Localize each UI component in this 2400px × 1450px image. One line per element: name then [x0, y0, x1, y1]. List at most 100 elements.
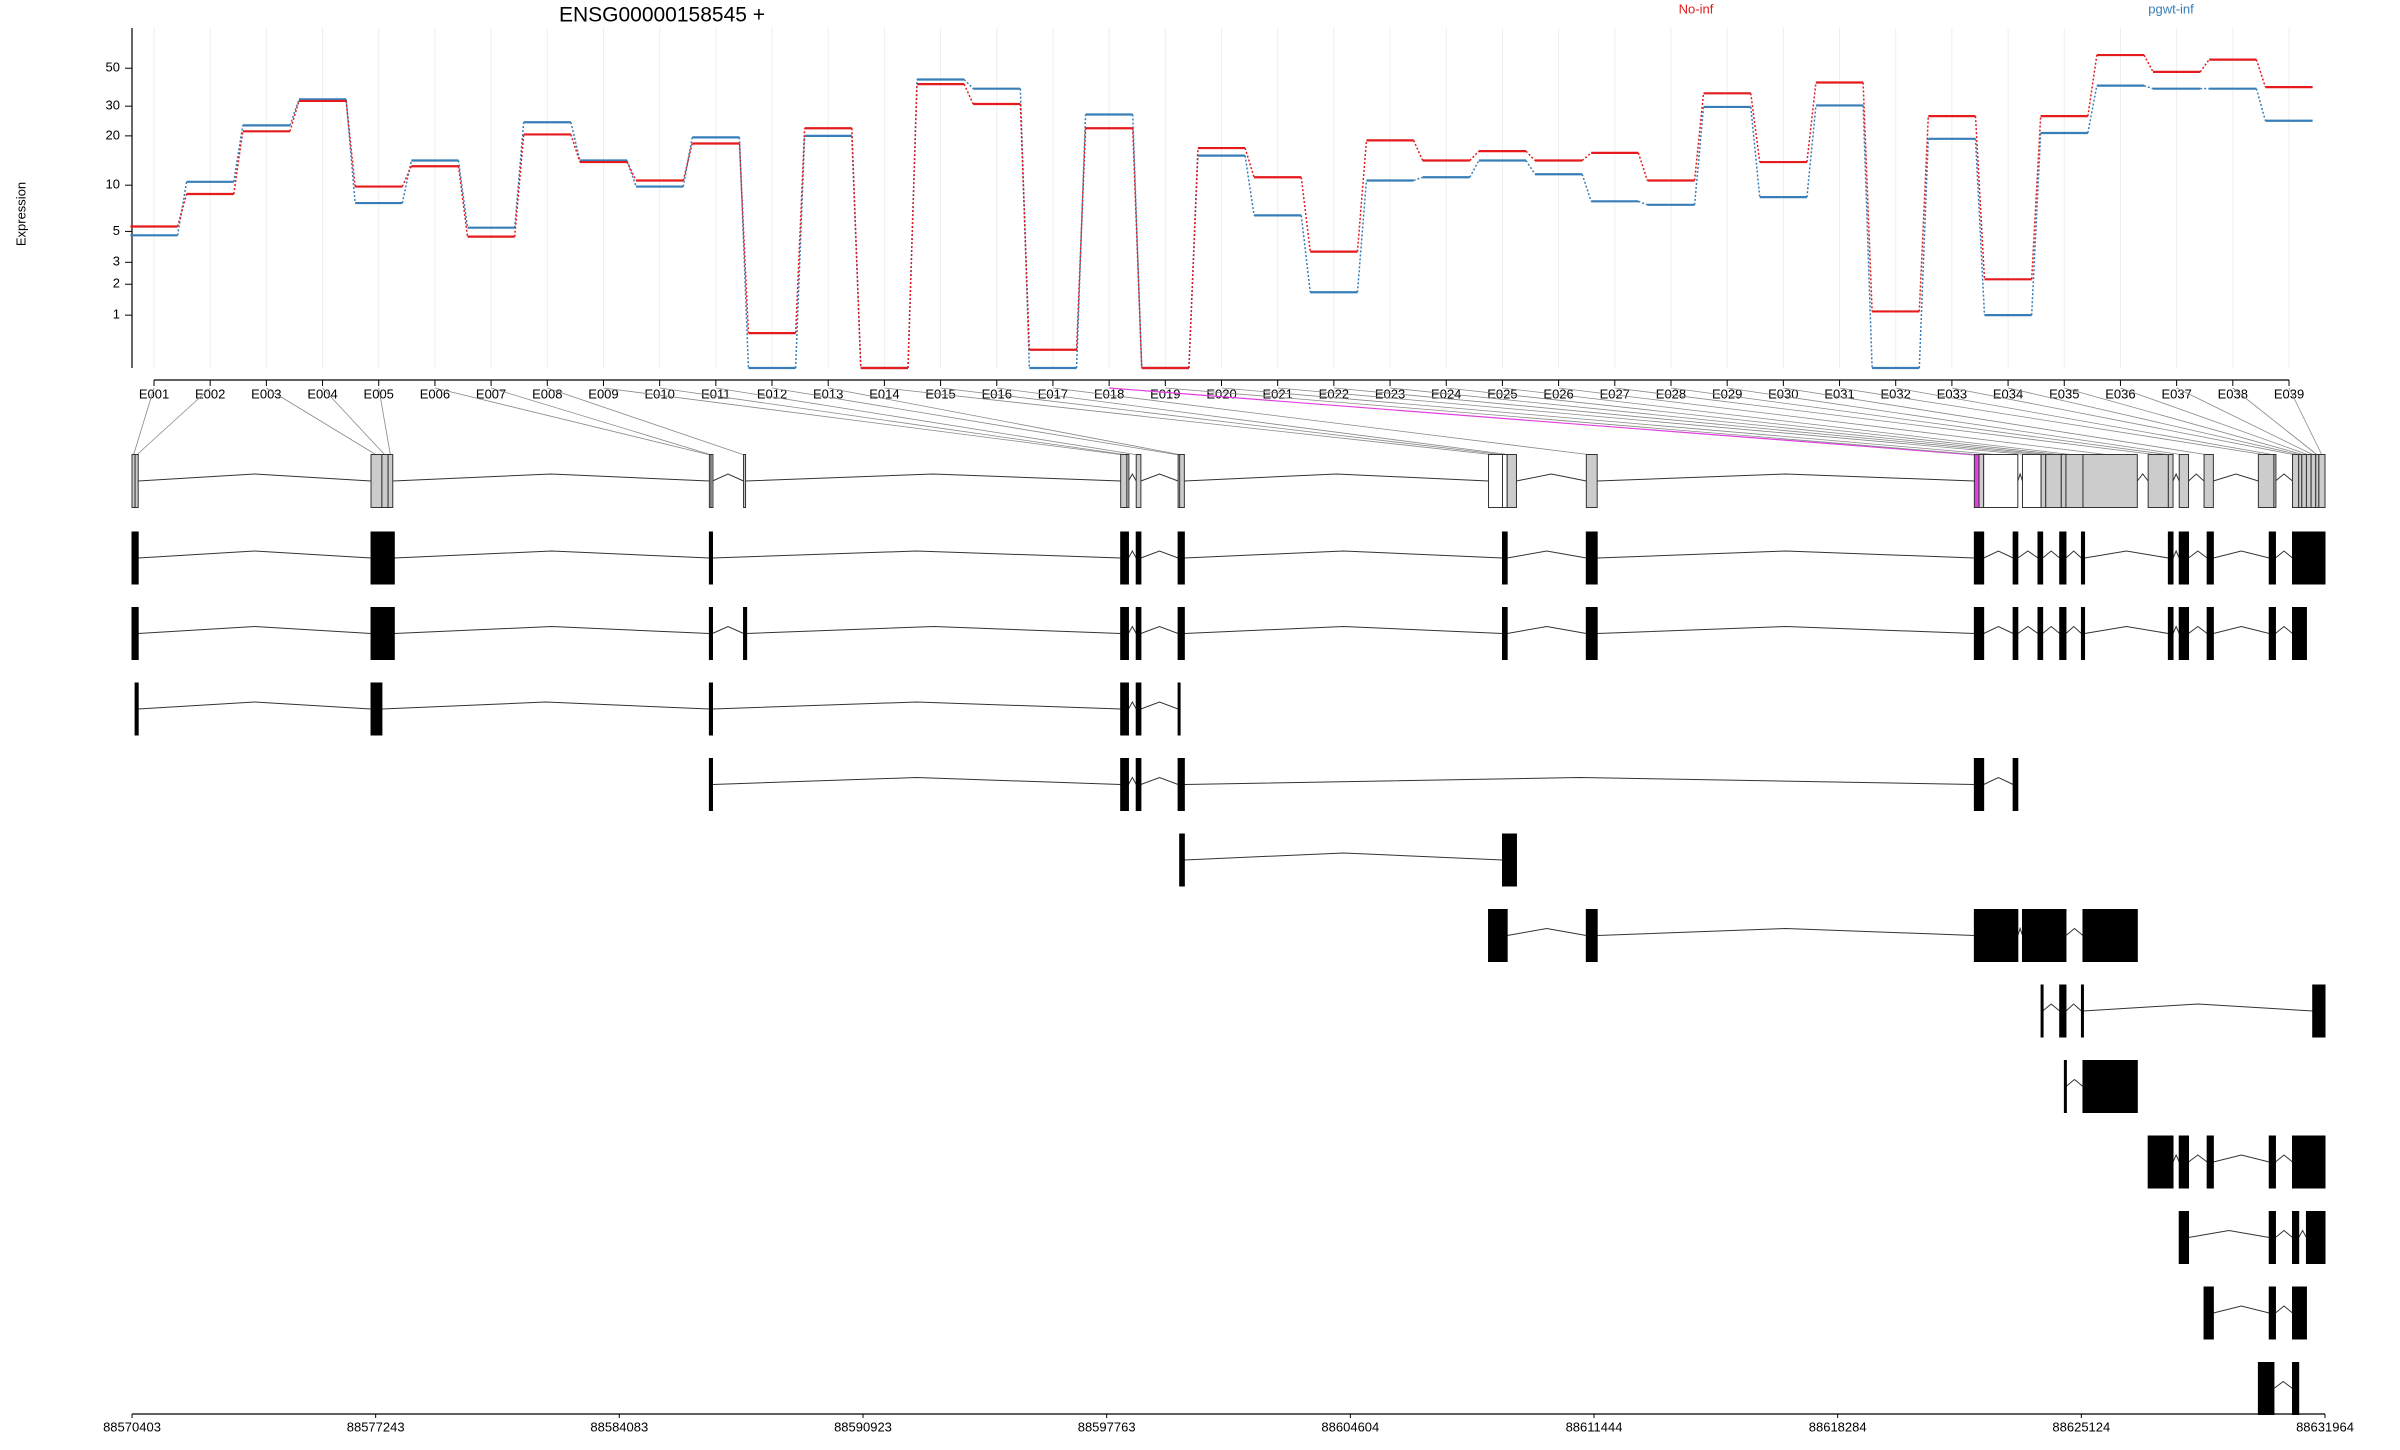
x-tick-label: E004 [307, 386, 337, 401]
intron [1983, 776, 2014, 785]
intron [138, 625, 372, 634]
intron [746, 625, 1121, 634]
exonic-part [710, 454, 714, 508]
exonic-part [743, 454, 747, 508]
exon [1973, 758, 1985, 811]
x-tick-label: E029 [1712, 386, 1742, 401]
exonic-part [2292, 454, 2300, 508]
exon-link [884, 387, 1496, 456]
exon-link [1446, 387, 2064, 456]
intron [2065, 1078, 2084, 1087]
intron [138, 550, 372, 559]
x-tick-label: E027 [1600, 386, 1630, 401]
y-tick-label: 20 [106, 127, 120, 142]
exon-link [1390, 387, 2054, 456]
step-connector [513, 134, 525, 237]
exon [2037, 531, 2044, 585]
x-tick-label: E026 [1543, 386, 1573, 401]
exon-link [1277, 387, 2032, 456]
intron [1184, 852, 1503, 861]
intron [2213, 1154, 2270, 1163]
exonic-part [387, 454, 394, 508]
step-connector [513, 122, 525, 228]
exon-link [2120, 387, 2309, 456]
intron [2065, 927, 2084, 936]
x-tick-label: E039 [2274, 386, 2304, 401]
step-connector [1412, 140, 1424, 161]
exonic-part [2257, 454, 2275, 508]
step-connector [1918, 116, 1930, 312]
intron [1140, 625, 1179, 634]
x-tick-label: 88631964 [2296, 1419, 2354, 1434]
step-connector [2143, 54, 2154, 73]
exon-link [1165, 387, 1982, 456]
exon [2178, 1211, 2190, 1264]
exon [2203, 1286, 2214, 1340]
intron [2213, 473, 2259, 482]
intron [1597, 625, 1975, 634]
intron [2065, 1003, 2082, 1012]
exon-link [771, 387, 1179, 456]
step-connector [907, 84, 918, 369]
intron [2275, 1154, 2293, 1163]
intron [2082, 1003, 2313, 1012]
exon-link [136, 387, 211, 456]
step-connector [1469, 160, 1480, 178]
exonic-part [2310, 454, 2317, 508]
exon [370, 682, 383, 736]
exon [2147, 1135, 2174, 1189]
y-tick-label: 3 [113, 254, 120, 269]
intron [1128, 776, 1137, 785]
exon [1488, 909, 1508, 962]
intron [1507, 927, 1587, 936]
x-tick-label: 88611444 [1566, 1419, 1623, 1434]
exon [1177, 682, 1181, 736]
step-connector [233, 125, 244, 182]
x-tick-label: E013 [813, 386, 843, 401]
exon [1585, 909, 1598, 962]
exonic-part [2301, 454, 2307, 508]
exon [2012, 758, 2019, 811]
step-connector [682, 137, 693, 187]
exon [2268, 1211, 2276, 1264]
intron [2136, 473, 2149, 482]
step-connector [1019, 103, 1031, 350]
exon [1135, 758, 1142, 811]
exonic-part [1501, 454, 1508, 508]
exon [2080, 531, 2086, 585]
intron [712, 701, 1121, 710]
exon [2040, 984, 2044, 1038]
intron [1507, 550, 1587, 559]
exon-link [2007, 387, 2301, 456]
exonic-part [2045, 454, 2062, 508]
step-connector [401, 160, 413, 204]
step-connector [2087, 54, 2098, 117]
intron [2042, 625, 2061, 634]
exon [1120, 607, 1129, 660]
step-connector [1750, 106, 1761, 198]
x-tick-label: 88618284 [1809, 1419, 1867, 1434]
exon-link [434, 387, 711, 456]
exonic-part [1135, 454, 1142, 508]
exon-link [1895, 387, 2275, 456]
step-connector [457, 160, 469, 228]
intron [2213, 1305, 2270, 1314]
intron [2188, 473, 2205, 482]
exon [2178, 607, 2190, 660]
x-tick-label: 88590923 [834, 1419, 892, 1434]
legend-label: pgwt-inf [2148, 1, 2194, 16]
exon [2012, 531, 2019, 585]
intron [381, 701, 710, 710]
x-tick-label: E017 [1038, 386, 1068, 401]
intron [2172, 625, 2180, 634]
step-connector [1356, 180, 1368, 293]
x-tick-label: 88570403 [103, 1419, 161, 1434]
step-connector [2087, 85, 2098, 134]
step-connector [1244, 147, 1255, 178]
step-connector [1075, 128, 1087, 350]
exon [2292, 1135, 2326, 1189]
step-connector [2255, 59, 2267, 88]
exon [1177, 758, 1185, 811]
intron [1128, 625, 1137, 634]
exon [2037, 607, 2044, 660]
